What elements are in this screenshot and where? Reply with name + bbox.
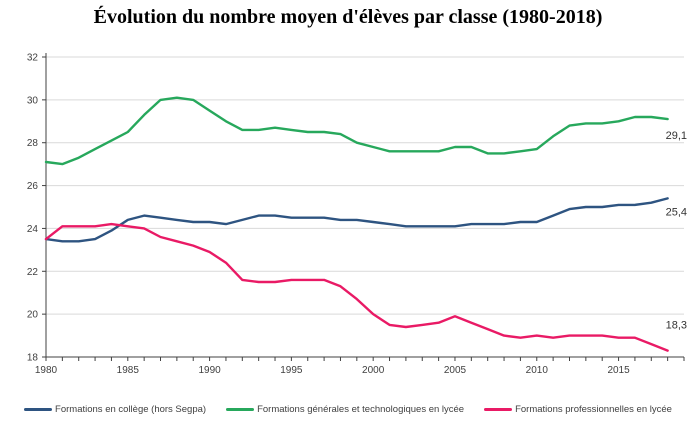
legend-swatch-line bbox=[226, 407, 255, 411]
y-tick-label: 32 bbox=[27, 53, 39, 64]
x-tick-label: 1995 bbox=[280, 365, 303, 376]
series-end-label: 18,3 bbox=[666, 320, 687, 332]
legend-label: Formations en collège (hors Segpa) bbox=[55, 403, 207, 415]
series-line-2 bbox=[44, 222, 669, 352]
legend-label: Formations professionnelles en lycée bbox=[515, 403, 672, 415]
y-tick-label: 30 bbox=[27, 95, 39, 106]
x-tick-label: 1985 bbox=[117, 365, 140, 376]
x-tick-label: 2000 bbox=[362, 365, 385, 376]
legend-item-0: Formations en collège (hors Segpa) bbox=[24, 404, 206, 415]
series-end-label: 29,1 bbox=[666, 130, 687, 142]
y-tick-label: 24 bbox=[27, 224, 39, 235]
series-line-1 bbox=[44, 96, 669, 166]
y-tick-label: 22 bbox=[27, 267, 39, 278]
legend: Formations en collège (hors Segpa) Format… bbox=[0, 400, 696, 418]
series-line-0 bbox=[44, 197, 669, 243]
legend-swatch-line bbox=[484, 407, 513, 411]
x-tick-label: 1990 bbox=[198, 365, 221, 376]
series-end-label: 25,4 bbox=[666, 206, 687, 218]
axes: 18 20 22 24 26 28 30 32 1980 1985 1990 1995 2000 2005… bbox=[27, 53, 685, 376]
x-tick-label: 2015 bbox=[607, 365, 630, 376]
legend-label: Formations générales et technologiques e… bbox=[257, 403, 465, 415]
y-tick-label: 20 bbox=[27, 310, 39, 321]
y-tick-label: 26 bbox=[27, 181, 39, 192]
y-tick-label: 28 bbox=[27, 138, 39, 149]
gridlines bbox=[46, 56, 684, 315]
y-tick-label: 18 bbox=[27, 353, 39, 364]
x-tick-label: 1980 bbox=[35, 365, 58, 376]
legend-item-2: Formations professionnelles en lycée bbox=[484, 404, 672, 415]
chart-title: Évolution du nombre moyen d'élèves par c… bbox=[93, 6, 603, 28]
legend-swatch-line bbox=[24, 407, 53, 411]
legend-item-1: Formations générales et technologiques e… bbox=[226, 404, 464, 415]
x-tick-label: 2010 bbox=[526, 365, 549, 376]
x-tick-label: 2005 bbox=[444, 365, 467, 376]
